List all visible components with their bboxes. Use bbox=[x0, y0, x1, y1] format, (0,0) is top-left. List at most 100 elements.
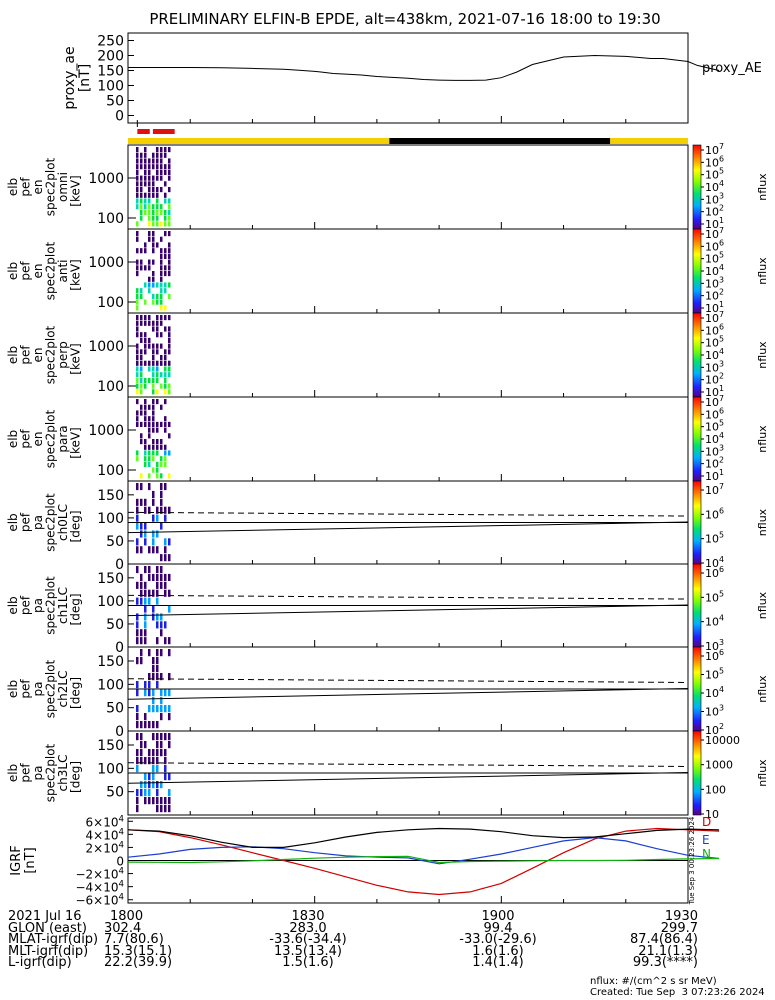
spectrogram-cell bbox=[168, 689, 171, 697]
spectrogram-cell bbox=[156, 573, 159, 582]
spectrogram-cell bbox=[140, 741, 143, 749]
spectrogram-cell bbox=[160, 236, 163, 242]
spectrogram-cell bbox=[152, 271, 155, 277]
legend-entry: E bbox=[702, 833, 710, 847]
y-axis-label: [nT] bbox=[77, 64, 93, 92]
spectrogram-cell bbox=[148, 673, 151, 681]
spectrogram-cell bbox=[140, 192, 143, 198]
y-axis-label: spec2plot bbox=[44, 409, 58, 468]
spectrogram-cell bbox=[148, 450, 151, 456]
spectrogram-cell bbox=[156, 613, 159, 621]
footer-cell: -33.6(-34.4) bbox=[269, 932, 347, 947]
panel-para: 1000100elbpefenspec2plotpara[keV]1071061… bbox=[6, 394, 769, 483]
spectrogram-cell bbox=[144, 461, 147, 467]
spectrogram-cell bbox=[140, 733, 143, 741]
spectrogram-cell bbox=[144, 637, 147, 645]
spectrogram-cell bbox=[136, 187, 139, 193]
y-axis-label: ch2LC bbox=[56, 671, 70, 708]
spectrogram-cell bbox=[152, 164, 155, 170]
spectrogram-cell bbox=[148, 259, 151, 265]
footer-cell: 15.3(15.1) bbox=[104, 943, 173, 959]
spectrogram-cell bbox=[164, 773, 167, 781]
footer-cell: 99.4 bbox=[483, 920, 513, 936]
spectrogram-cell bbox=[148, 360, 151, 366]
spectrogram-cell bbox=[148, 377, 151, 383]
spectrogram-cell bbox=[152, 293, 155, 299]
colorbar bbox=[692, 396, 702, 482]
spectrogram-cell bbox=[164, 315, 167, 321]
spectrogram-cell bbox=[136, 538, 139, 546]
spectrogram-cell bbox=[152, 416, 155, 422]
spectrogram-cell bbox=[164, 749, 167, 757]
spectrogram-cell bbox=[136, 689, 139, 697]
colorbar-tick-label: 104 bbox=[705, 347, 724, 362]
y-axis-label: pef bbox=[19, 763, 33, 783]
y-axis-label: [deg] bbox=[69, 511, 83, 543]
spectrogram-cell bbox=[168, 733, 171, 741]
spectrogram-cell bbox=[164, 360, 167, 366]
spectrogram-cell bbox=[148, 444, 151, 450]
spectrogram-cell bbox=[144, 337, 147, 343]
spectrogram-cell bbox=[168, 789, 171, 797]
series-line-D bbox=[127, 827, 720, 896]
spectrogram-cell bbox=[136, 749, 139, 757]
status-bar bbox=[128, 120, 688, 144]
spectrogram-cell bbox=[144, 506, 147, 514]
spectrogram-cell bbox=[164, 546, 167, 554]
spectrogram-cell bbox=[168, 164, 171, 170]
spectrogram-cell bbox=[164, 253, 167, 259]
ytick-label: 1000 bbox=[88, 255, 124, 271]
y-axis-label: pa bbox=[31, 515, 45, 530]
spectrogram-cell bbox=[140, 433, 143, 439]
colorbar-tick-label: 105 bbox=[705, 667, 724, 682]
spectrogram-cell bbox=[144, 410, 147, 416]
spectrogram-cell bbox=[140, 721, 143, 729]
ytick-label: −6×104 bbox=[75, 893, 124, 908]
panel-anti: 1000100elbpefenspec2plotanti[keV]1071061… bbox=[6, 226, 769, 315]
spectrogram-cell bbox=[152, 349, 155, 355]
spectrogram-cell bbox=[156, 444, 159, 450]
spectrogram-cell bbox=[140, 175, 143, 181]
spectrogram-cell bbox=[164, 147, 167, 153]
spectrogram-cell bbox=[156, 705, 159, 713]
spectrogram-cell bbox=[156, 749, 159, 757]
spectrogram-data bbox=[136, 147, 171, 227]
ytick-label: 50 bbox=[106, 701, 124, 717]
spectrogram-cell bbox=[156, 733, 159, 741]
y-axis-label: en bbox=[31, 180, 45, 195]
ytick-label: 100 bbox=[97, 379, 124, 395]
ytick-label: −4×104 bbox=[75, 880, 124, 895]
spectrogram-cell bbox=[144, 781, 147, 789]
y-axis-label: ch3LC bbox=[56, 755, 70, 792]
spectrogram-cell bbox=[144, 538, 147, 546]
spectrogram-cell bbox=[156, 320, 159, 326]
panel-omni: 1000100elbpefenspec2plotomni[keV]1071061… bbox=[6, 142, 769, 231]
spectrogram-cell bbox=[164, 637, 167, 645]
ytick-label: 50 bbox=[106, 785, 124, 801]
colorbar-tick-label: 102 bbox=[705, 288, 724, 303]
spectrogram-cell bbox=[136, 705, 139, 713]
spectrogram-cell bbox=[148, 781, 151, 789]
spectrogram-cell bbox=[144, 248, 147, 254]
spectrogram-cell bbox=[160, 332, 163, 338]
spectrogram-cell bbox=[144, 299, 147, 305]
ytick-label: 1000 bbox=[88, 171, 124, 187]
spectrogram-cell bbox=[152, 605, 155, 613]
spectrogram-cell bbox=[136, 248, 139, 254]
colorbar-tick-label: 107 bbox=[705, 394, 724, 409]
footer-cell: 1.6(1.6) bbox=[472, 943, 524, 959]
ytick-label: 0 bbox=[115, 557, 124, 573]
spectrogram-cell bbox=[140, 315, 143, 321]
spectrogram-cell bbox=[168, 649, 171, 657]
spectrogram-cell bbox=[152, 152, 155, 158]
spectrogram-cell bbox=[152, 343, 155, 349]
spectrogram-cell bbox=[140, 181, 143, 187]
spectrogram-cell bbox=[164, 349, 167, 355]
spectrogram-cell bbox=[156, 637, 159, 645]
spectrogram-cell bbox=[168, 554, 171, 562]
y-axis-label: pef bbox=[19, 177, 33, 197]
colorbar-tick-label: 105 bbox=[705, 251, 724, 266]
spectrogram-cell bbox=[168, 383, 171, 389]
spectrogram-cell bbox=[148, 215, 151, 221]
spectrogram-cell bbox=[148, 789, 151, 797]
